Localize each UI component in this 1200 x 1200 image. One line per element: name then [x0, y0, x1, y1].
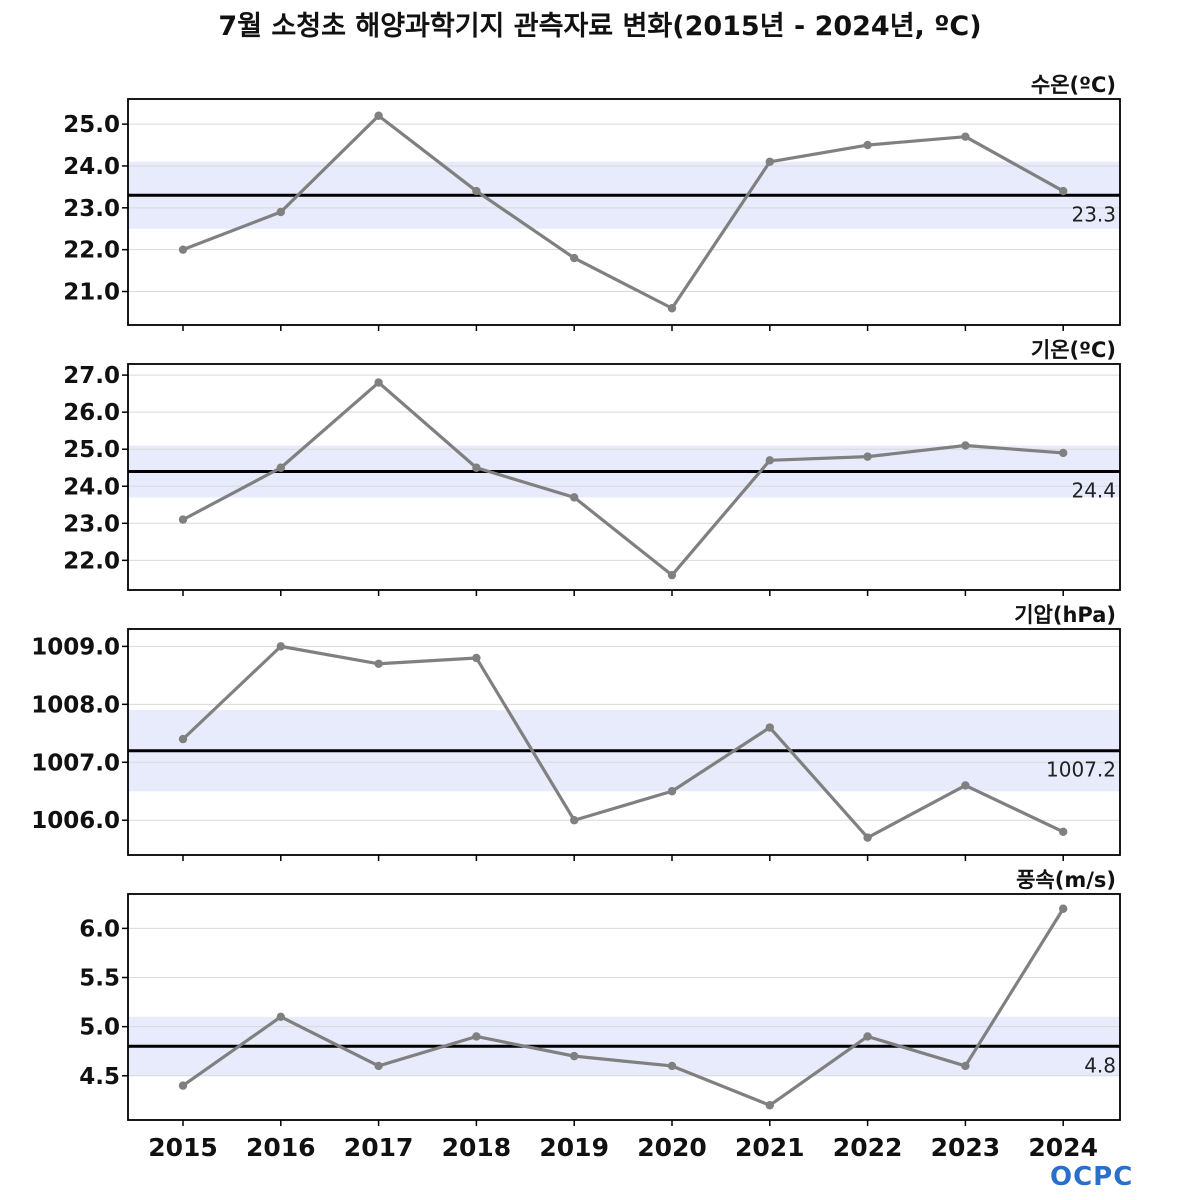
panel-title: 풍속(m/s)	[1016, 868, 1116, 892]
x-tick-label: 2017	[344, 1133, 414, 1162]
x-tick-label: 2024	[1028, 1133, 1098, 1162]
x-tick-label: 2021	[735, 1133, 805, 1162]
data-point-2024	[1059, 448, 1068, 458]
data-point-2022	[863, 140, 872, 150]
y-tick-label: 6.0	[79, 916, 120, 942]
y-tick-label: 26.0	[63, 400, 120, 426]
data-point-2018	[472, 463, 481, 472]
series-line	[181, 644, 1064, 840]
data-point-2017	[374, 111, 383, 120]
data-point-2023	[961, 132, 970, 141]
y-tick-label: 5.5	[79, 966, 120, 992]
y-tick-label: 1006.0	[31, 808, 120, 834]
mean-label: 24.4	[1071, 478, 1116, 502]
data-point-2020	[667, 304, 677, 313]
data-point-2019	[570, 493, 579, 502]
data-point-2018	[472, 653, 481, 663]
data-point-2024	[1059, 827, 1068, 837]
data-point-2019	[570, 1051, 579, 1061]
y-tick-label: 4.5	[79, 1064, 120, 1090]
panel-title: 기압(hPa)	[1014, 603, 1116, 627]
x-tick-label: 2019	[539, 1133, 609, 1162]
panel-1: 21.0 22.0 23.0 24.0 25.0 23.3 수온(ºC)	[63, 73, 1121, 331]
data-point-2023	[961, 441, 970, 450]
panel-title: 수온(ºC)	[1031, 73, 1116, 97]
data-point-2016	[276, 463, 285, 472]
data-point-2021	[765, 1101, 774, 1110]
data-point-2016	[276, 1012, 285, 1022]
panel-3: 1006.0 1007.0 1008.0 1009.0 1007.2 기압(hPa)	[31, 603, 1121, 861]
data-point-2023	[961, 781, 970, 790]
data-point-2022	[863, 1032, 872, 1041]
data-point-2018	[472, 1032, 481, 1041]
data-point-2020	[667, 787, 677, 796]
y-tick-label: 24.0	[63, 474, 120, 500]
y-tick-label: 5.0	[79, 1015, 120, 1041]
x-tick-label: 2023	[931, 1133, 1001, 1162]
y-tick-label: 1007.0	[31, 750, 120, 776]
data-point-2022	[863, 452, 872, 461]
x-tick-label: 2018	[442, 1133, 512, 1162]
x-tick-label: 2020	[637, 1133, 707, 1162]
mean-label: 4.8	[1084, 1053, 1116, 1077]
data-point-2017	[374, 1061, 383, 1071]
data-point-2017	[374, 659, 383, 668]
data-point-2022	[863, 833, 872, 842]
panel-4: 4.5 5.0 5.5 6.0 4.8 풍속(m/s) 2015 2016 2017 2018 20…	[79, 868, 1121, 1162]
data-point-2019	[570, 253, 579, 263]
y-tick-label: 25.0	[63, 112, 120, 138]
data-point-2015	[178, 1081, 188, 1090]
y-tick-label: 25.0	[63, 437, 120, 463]
y-tick-label: 27.0	[63, 363, 120, 389]
data-point-2015	[178, 734, 188, 744]
data-point-2015	[178, 245, 188, 254]
data-point-2020	[667, 1061, 677, 1071]
data-point-2020	[667, 570, 677, 580]
data-point-2018	[472, 186, 481, 196]
data-point-2017	[374, 378, 383, 387]
ocpc-logo: OCPC	[1050, 1162, 1134, 1192]
y-tick-label: 24.0	[63, 154, 120, 180]
x-tick-label: 2016	[246, 1133, 316, 1162]
y-tick-label: 23.0	[63, 511, 120, 537]
panel-frame	[127, 98, 1121, 326]
y-tick-label: 22.0	[63, 238, 120, 264]
series-line	[182, 380, 1064, 577]
series-line	[182, 114, 1064, 310]
y-tick-label: 21.0	[63, 280, 120, 306]
data-point-2021	[765, 456, 774, 465]
mean-label: 1007.2	[1046, 758, 1116, 782]
mean-label: 23.3	[1071, 202, 1116, 226]
data-point-2021	[765, 723, 774, 732]
data-point-2021	[765, 157, 774, 166]
series-line	[182, 907, 1065, 1107]
y-tick-label: 1008.0	[31, 692, 120, 718]
panel-frame	[127, 628, 1121, 856]
data-point-2015	[178, 515, 188, 524]
data-point-2023	[961, 1061, 970, 1071]
y-tick-label: 1009.0	[31, 634, 120, 660]
data-point-2016	[276, 642, 285, 651]
panel-2: 22.0 23.0 24.0 25.0 26.0 27.0 24.4 기온(ºC)	[63, 338, 1121, 596]
chart-title: 7월 소청초 해양과학기지 관측자료 변화(2015년 - 2024년, ºC)	[218, 11, 982, 42]
data-point-2024	[1059, 904, 1068, 913]
panel-title: 기온(ºC)	[1031, 338, 1116, 362]
panel-frame	[127, 893, 1121, 1121]
x-tick-label: 2022	[833, 1133, 903, 1162]
data-point-2024	[1059, 186, 1068, 196]
y-tick-label: 23.0	[63, 196, 120, 222]
data-point-2019	[570, 816, 579, 825]
y-tick-label: 22.0	[63, 548, 120, 574]
data-point-2016	[276, 207, 285, 217]
x-tick-label: 2015	[148, 1133, 218, 1162]
panel-frame	[127, 363, 1121, 591]
